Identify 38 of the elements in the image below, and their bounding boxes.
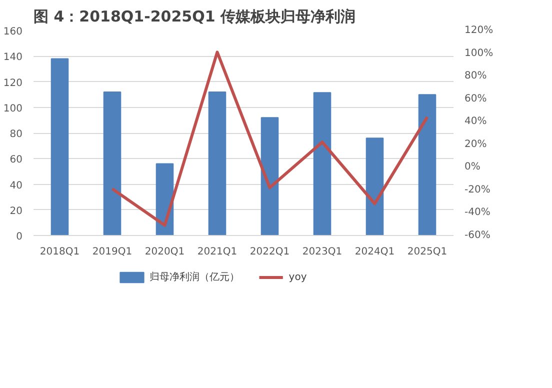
x-tick-label: 2024Q1 xyxy=(354,246,395,258)
y-tick-label: 140 xyxy=(3,52,23,64)
y2-tick-label: 20% xyxy=(464,138,487,150)
bar xyxy=(366,138,384,236)
bar xyxy=(50,58,69,236)
x-tick-label: 2018Q1 xyxy=(40,246,80,258)
y2-tick-label: 60% xyxy=(464,93,487,104)
y2-tick-label: -40% xyxy=(464,207,490,218)
bar xyxy=(260,117,279,236)
x-tick-label: 2020Q1 xyxy=(144,246,185,258)
bar xyxy=(208,92,226,236)
y-tick-label: 80 xyxy=(10,129,23,140)
line-series xyxy=(110,50,429,227)
y-tick-label: 100 xyxy=(3,103,23,114)
bar xyxy=(103,92,122,236)
x-tick-label: 2025Q1 xyxy=(407,246,448,258)
y-tick-label: 120 xyxy=(3,78,23,89)
y2-tick-label: 80% xyxy=(464,70,487,82)
legend-label: yoy xyxy=(288,272,307,283)
legend-label: 归母净利润（亿元） xyxy=(150,271,240,283)
y2-tick-label: 40% xyxy=(464,116,487,128)
y-tick-label: 60 xyxy=(10,154,23,166)
x-tick-label: 2019Q1 xyxy=(92,246,132,258)
y2-tick-label: 100% xyxy=(464,48,494,59)
y2-tick-label: 120% xyxy=(464,25,494,36)
x-tick-label: 2022Q1 xyxy=(250,246,290,258)
bar xyxy=(313,92,332,236)
y2-tick-label: 0% xyxy=(464,162,480,173)
y2-tick-label: -60% xyxy=(464,230,490,241)
y-tick-label: 20 xyxy=(10,206,23,217)
chart-title: 图 4：2018Q1-2025Q1 传媒板块归母净利润 xyxy=(34,8,356,26)
y-tick-label: 40 xyxy=(10,180,23,192)
y-tick-label: 160 xyxy=(3,26,23,38)
x-tick-label: 2021Q1 xyxy=(197,246,238,258)
y2-tick-label: -20% xyxy=(464,184,490,196)
x-tick-label: 2023Q1 xyxy=(302,246,342,258)
bar xyxy=(418,94,436,236)
y-tick-label: 0 xyxy=(16,232,23,242)
